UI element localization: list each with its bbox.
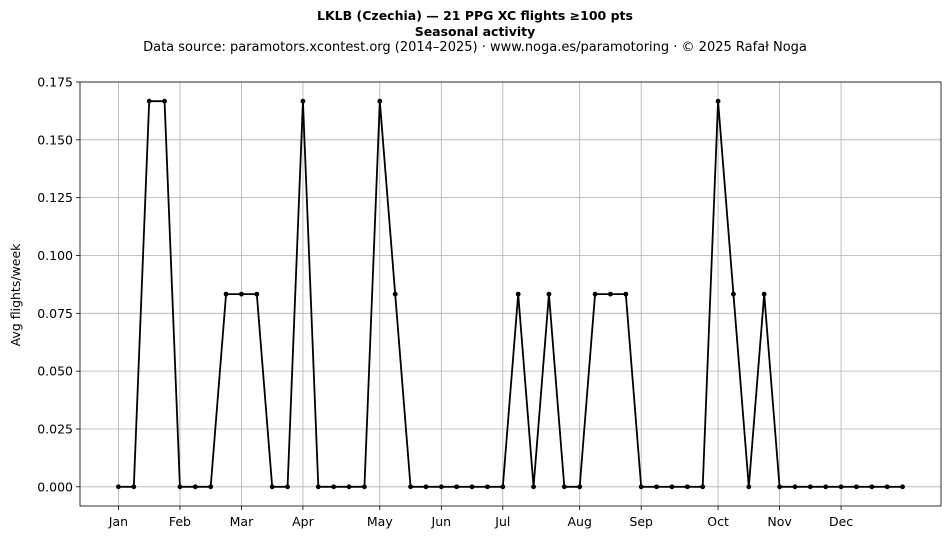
data-point [869,484,875,490]
data-point [177,484,183,490]
data-point [531,484,536,490]
data-point [638,484,644,490]
data-point [162,98,167,104]
x-tick-label: May [367,514,393,529]
data-point [884,484,890,490]
data-point [315,484,321,490]
data-point [131,484,137,490]
data-point [715,98,721,104]
data-point [116,484,121,490]
series-line [118,100,903,488]
data-point [900,484,905,490]
data-point [546,291,552,297]
series-layer [116,98,905,490]
data-point [792,484,798,490]
y-tick-label: 0.125 [37,190,73,205]
data-point [807,484,813,490]
chart-title: LKLB (Czechia) — 21 PPG XC flights ≥100 … [317,8,633,23]
x-tick-label: Oct [707,514,729,529]
data-point [346,484,352,490]
x-tick-label: Nov [767,514,792,529]
data-point [454,484,460,490]
data-point [300,98,306,104]
data-point [362,484,367,490]
x-tick-label: Dec [829,514,853,529]
data-point [239,291,244,297]
plot-frame [79,81,942,507]
data-point [285,484,290,490]
data-point [438,484,444,490]
x-tick-label: Feb [169,514,191,529]
chart-header: LKLB (Czechia) — 21 PPG XC flights ≥100 … [0,8,950,56]
y-tick-label: 0.025 [37,421,73,436]
x-tick-label: Aug [567,514,591,529]
data-point [654,484,659,490]
data-point [838,484,844,490]
y-tick-label: 0.075 [37,306,73,321]
data-point [515,291,521,297]
data-point [761,291,767,297]
y-tick-label: 0.100 [37,248,73,263]
data-point [684,484,690,490]
y-tick-label: 0.000 [37,479,73,494]
data-point [623,291,629,297]
data-point [500,484,506,490]
data-point [592,291,598,297]
axes-layer: 0.000 0.025 0.050 0.075 0.100 0.125 0.150 0.175… [37,75,942,529]
data-point [823,484,829,490]
data-point [192,484,198,490]
chart-subtitle: Seasonal activity [414,24,536,39]
x-tick-label: Jun [431,514,452,529]
data-point [269,484,275,490]
y-axis-label: Avg flights/week [8,243,23,347]
data-point [469,484,475,490]
data-point [669,484,675,490]
data-point [700,484,706,490]
data-point [485,484,490,490]
data-point [423,484,429,490]
x-tick-label: Jan [108,514,128,529]
data-point [331,484,337,490]
data-point [854,484,859,490]
data-point [223,291,229,297]
data-point [146,98,152,104]
x-tick-label: Jul [494,514,510,529]
data-point [208,484,214,490]
data-point [408,484,413,490]
data-point [377,98,383,104]
y-tick-label: 0.175 [37,75,73,90]
x-tick-label: Sep [629,514,653,529]
data-point [777,484,782,490]
x-tick-label: Apr [292,514,314,529]
grid-layer [80,81,941,506]
data-point [746,484,752,490]
data-point [561,484,567,490]
data-point [254,291,260,297]
y-tick-label: 0.050 [37,364,73,379]
data-point [392,291,398,297]
data-point [608,291,613,297]
x-tick-label: Mar [230,514,254,529]
data-point [731,291,736,297]
data-point [577,484,583,490]
y-tick-label: 0.150 [37,132,73,147]
chart-source: Data source: paramotors.xcontest.org (20… [143,40,807,55]
